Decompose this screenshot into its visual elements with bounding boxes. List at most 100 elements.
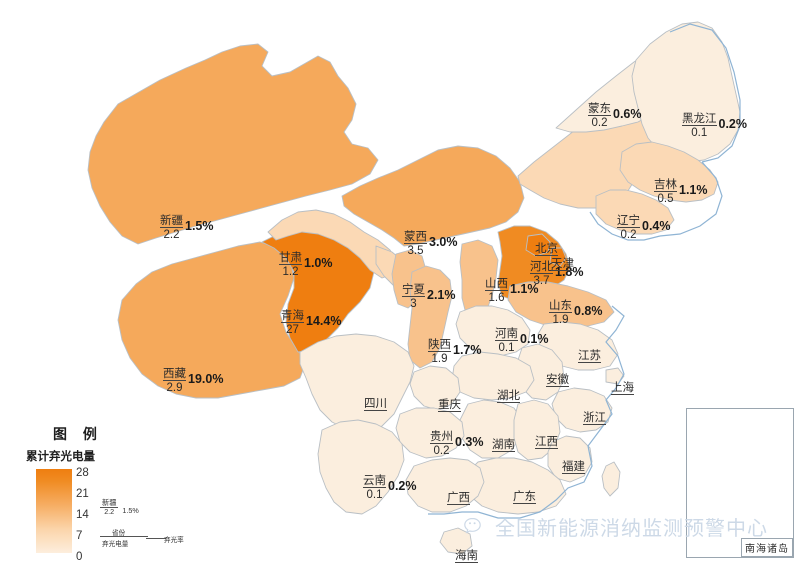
south-china-sea-inset[interactable]: 南海诸岛 [686, 408, 794, 558]
legend-color-gradient-bar [36, 469, 72, 553]
province-shape-heilongjiang[interactable] [631, 21, 741, 163]
province-label-hebei[interactable]: 河北 3.7 1.8% [530, 258, 584, 287]
province-label-henan[interactable]: 河南 0.1 0.1% [495, 325, 549, 354]
legend-tick-4: 0 [76, 551, 83, 563]
province-name-hunan: 湖南 [492, 439, 515, 453]
province-label-stack-xizang: 西藏 2.9 [163, 365, 186, 394]
province-value-guizhou: 0.2 [433, 444, 450, 457]
legend-tick-1: 21 [76, 488, 89, 500]
province-shape-guangxi[interactable] [405, 457, 485, 513]
province-label-liaoning[interactable]: 辽宁 0.2 0.4% [617, 212, 671, 241]
province-shape-hainan[interactable] [439, 527, 473, 555]
province-label-hunan[interactable]: 湖南 [492, 436, 515, 453]
province-name-qinghai: 青海 [281, 310, 304, 324]
province-name-shaanxi: 陕西 [428, 339, 451, 353]
province-label-shanghai[interactable]: 上海 [611, 379, 634, 396]
province-label-stack-shanxi: 山西 1.6 [485, 275, 508, 304]
province-shape-shandong[interactable] [507, 281, 615, 329]
province-value-hebei: 3.7 [533, 274, 550, 287]
province-value-liaoning: 0.2 [620, 228, 637, 241]
legend-tick-0: 28 [76, 467, 89, 479]
province-pct-jilin: 1.1% [679, 182, 708, 197]
province-name-fujian: 福建 [562, 461, 585, 475]
province-name-zhejiang: 浙江 [583, 412, 606, 426]
province-shape-liaoning[interactable] [595, 189, 675, 235]
province-label-stack-qinghai: 青海 27 [281, 307, 304, 336]
province-value-shanxi: 1.6 [488, 291, 505, 304]
province-shape-chongqing[interactable] [409, 365, 461, 411]
province-label-shandong[interactable]: 山东 1.9 0.8% [549, 297, 603, 326]
province-shape-shaanxi[interactable] [407, 265, 453, 369]
province-name-shanghai: 上海 [611, 382, 634, 396]
province-shape-fujian[interactable] [547, 435, 593, 483]
province-label-qinghai[interactable]: 青海 27 14.4% [281, 307, 341, 336]
province-pct-shaanxi: 1.7% [453, 342, 482, 357]
province-value-yunnan: 0.1 [366, 488, 383, 501]
province-pct-shandong: 0.8% [574, 303, 603, 318]
province-label-jiangxi[interactable]: 江西 [535, 433, 558, 450]
province-shape-jilin[interactable] [619, 141, 719, 203]
province-label-guizhou[interactable]: 贵州 0.2 0.3% [430, 428, 484, 457]
legend-sample-value: 2.2 [104, 507, 115, 517]
province-pct-heilongjiang: 0.2% [718, 116, 748, 131]
province-pct-liaoning: 0.4% [642, 218, 671, 233]
legend: 图 例 累计弃光电量 28 21 14 7 0 新疆 2.2 1.5% 省份 [22, 424, 202, 563]
province-name-hainan: 海南 [455, 550, 478, 564]
province-label-stack-shandong: 山东 1.9 [549, 297, 572, 326]
province-name-liaoning: 辽宁 [617, 215, 640, 229]
province-label-yunnan[interactable]: 云南 0.1 0.2% [363, 472, 417, 501]
province-label-zhejiang[interactable]: 浙江 [583, 409, 606, 426]
province-label-hainan[interactable]: 海南 [455, 547, 478, 564]
province-label-stack-xinjiang: 新疆 2.2 [160, 212, 183, 241]
legend-title: 图 例 [53, 426, 103, 442]
province-label-gansu[interactable]: 甘肃 1.2 1.0% [279, 249, 333, 278]
province-shape-sichuan[interactable] [299, 333, 415, 433]
province-label-shaanxi[interactable]: 陕西 1.9 1.7% [428, 336, 482, 365]
province-shape-yunnan[interactable] [317, 419, 405, 515]
province-name-henan: 河南 [495, 328, 518, 342]
province-label-guangxi[interactable]: 广西 [447, 489, 470, 506]
province-shape-beijing[interactable] [525, 233, 551, 257]
province-name-guangxi: 广西 [447, 492, 470, 506]
province-label-xizang[interactable]: 西藏 2.9 19.0% [163, 365, 223, 394]
province-value-jilin: 0.5 [657, 192, 674, 205]
province-label-mengxi[interactable]: 蒙西 3.5 3.0% [404, 228, 458, 257]
province-name-xizang: 西藏 [163, 368, 186, 382]
province-pct-gansu: 1.0% [304, 255, 333, 270]
province-value-xinjiang: 2.2 [163, 228, 180, 241]
province-label-xinjiang[interactable]: 新疆 2.2 1.5% [160, 212, 214, 241]
province-value-gansu: 1.2 [282, 265, 299, 278]
province-label-beijing[interactable]: 北京 [535, 240, 558, 257]
province-label-stack-ningxia: 宁夏 3 [402, 281, 425, 310]
province-label-shanxi[interactable]: 山西 1.6 1.1% [485, 275, 539, 304]
province-label-anhui[interactable]: 安徽 [546, 371, 569, 388]
province-label-jilin[interactable]: 吉林 0.5 1.1% [654, 176, 708, 205]
province-label-stack-jilin: 吉林 0.5 [654, 176, 677, 205]
province-label-fujian[interactable]: 福建 [562, 458, 585, 475]
province-label-jiangsu[interactable]: 江苏 [578, 347, 601, 364]
province-shape-xinjiang[interactable] [87, 43, 379, 245]
province-name-shandong: 山东 [549, 300, 572, 314]
province-pct-ningxia: 2.1% [427, 287, 456, 302]
province-label-stack-gansu: 甘肃 1.2 [279, 249, 302, 278]
province-label-ningxia[interactable]: 宁夏 3 2.1% [402, 281, 456, 310]
province-value-heilongjiang: 0.1 [691, 126, 708, 139]
province-label-chongqing[interactable]: 重庆 [438, 396, 461, 413]
legend-leader-line-2 [146, 538, 166, 539]
province-label-mengdong[interactable]: 蒙东 0.2 0.6% [588, 100, 642, 129]
province-value-mengxi: 3.5 [407, 244, 424, 257]
province-shape-tianjin[interactable] [549, 247, 567, 267]
province-value-ningxia: 3 [410, 297, 417, 310]
province-label-heilongjiang[interactable]: 黑龙江 0.1 0.2% [682, 110, 747, 139]
province-label-tianjin[interactable]: 天津 [551, 255, 574, 272]
province-shape-taiwan[interactable] [601, 461, 621, 497]
province-label-guangdong[interactable]: 广东 [513, 488, 536, 505]
province-label-stack-heilongjiang: 黑龙江 0.1 [682, 110, 717, 139]
province-name-anhui: 安徽 [546, 374, 569, 388]
province-label-sichuan[interactable]: 四川 [364, 395, 387, 412]
province-label-hubei[interactable]: 湖北 [497, 387, 520, 404]
province-shape-mengxi[interactable] [341, 145, 525, 247]
province-pct-mengdong: 0.6% [613, 106, 642, 121]
